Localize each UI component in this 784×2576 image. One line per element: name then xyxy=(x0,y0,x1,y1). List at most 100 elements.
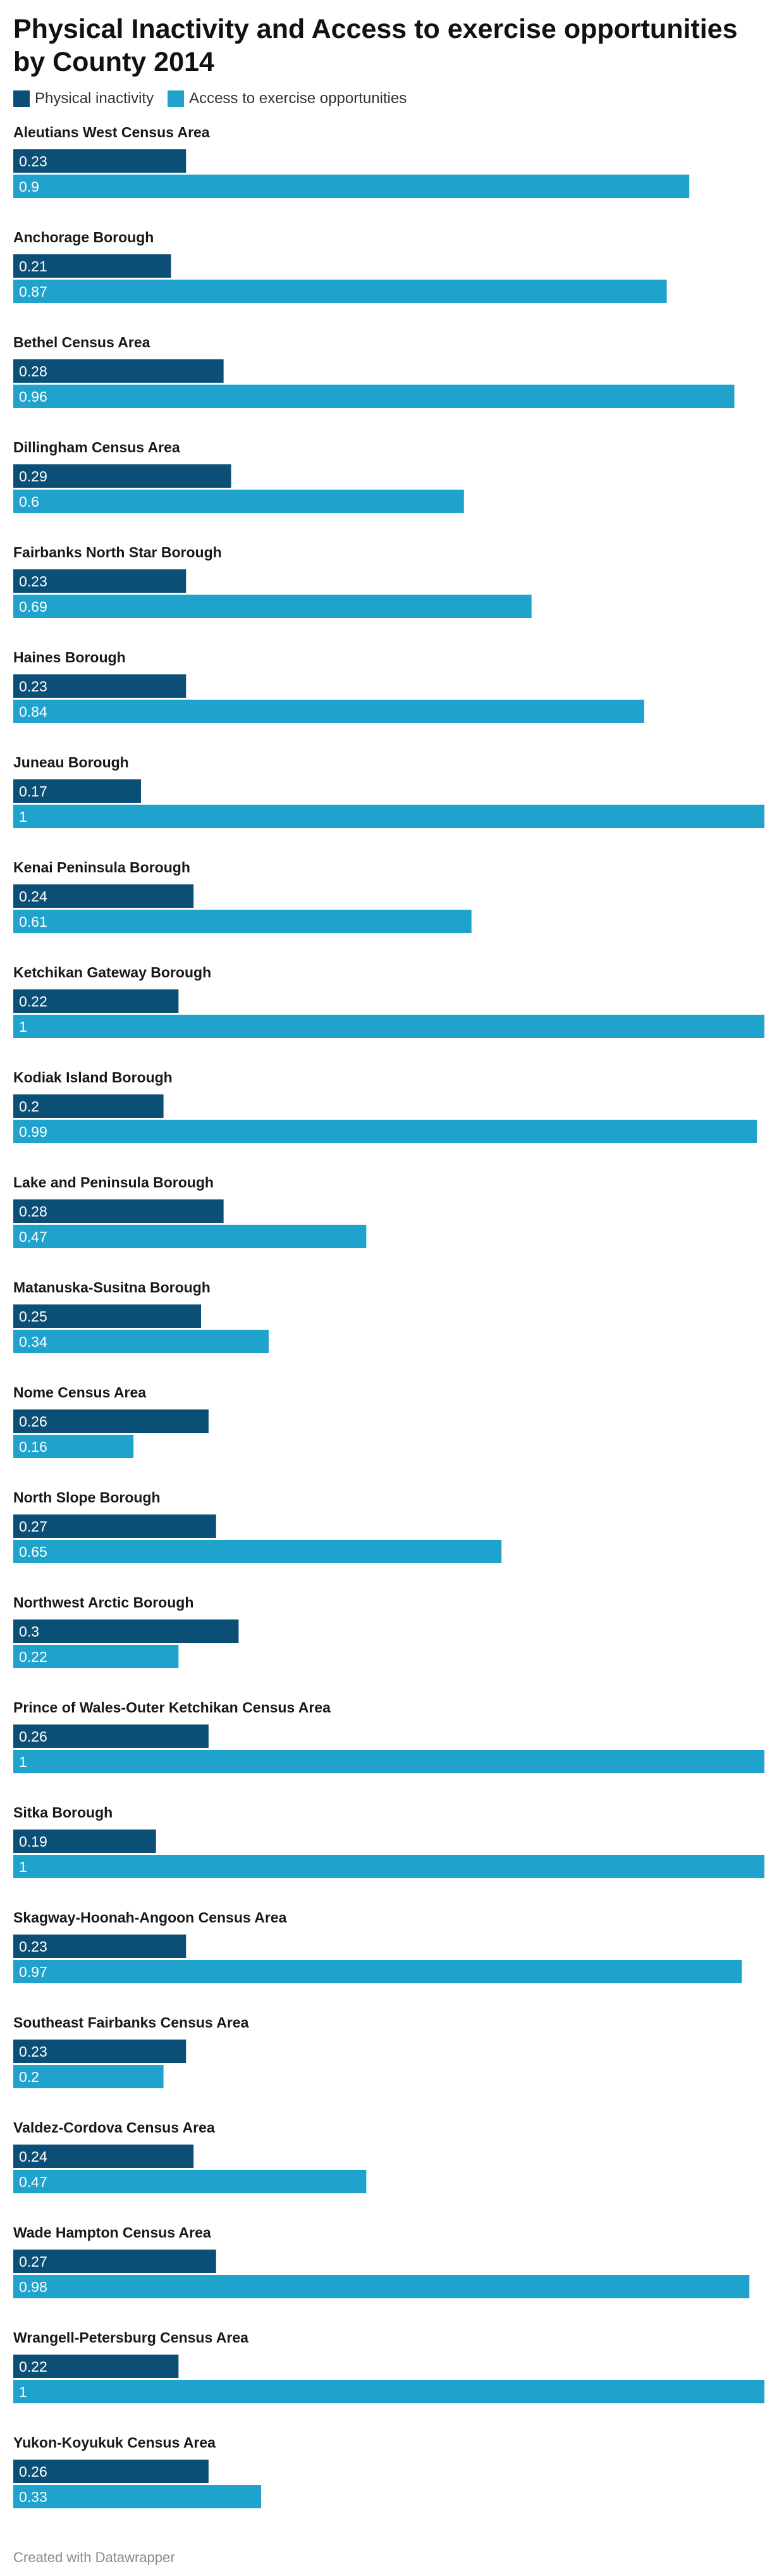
bar-access-to-exercise-opportunities xyxy=(13,385,735,408)
bar-physical-inactivity xyxy=(13,1830,156,1853)
bar-access-to-exercise-opportunities xyxy=(13,805,764,828)
category-label: Fairbanks North Star Borough xyxy=(13,544,222,560)
bar-physical-inactivity xyxy=(13,989,179,1013)
data-label-physical-inactivity: 0.25 xyxy=(19,1308,47,1325)
data-label-access-to-exercise-opportunities: 0.99 xyxy=(19,1124,47,1140)
data-label-access-to-exercise-opportunities: 0.98 xyxy=(19,2279,47,2295)
bar-group-valdez-cordova-census-area: Valdez-Cordova Census Area 0.24 0.47 xyxy=(13,2119,367,2193)
bar-access-to-exercise-opportunities xyxy=(13,700,644,723)
data-label-physical-inactivity: 0.26 xyxy=(19,2463,47,2480)
bar-physical-inactivity xyxy=(13,1409,209,1433)
data-label-physical-inactivity: 0.21 xyxy=(19,258,47,275)
bar-physical-inactivity xyxy=(13,1725,209,1748)
bar-group-northwest-arctic-borough: Northwest Arctic Borough 0.3 0.22 xyxy=(13,1594,239,1668)
data-label-access-to-exercise-opportunities: 0.84 xyxy=(19,703,47,720)
bar-access-to-exercise-opportunities xyxy=(13,1855,764,1878)
data-label-physical-inactivity: 0.22 xyxy=(19,993,47,1010)
data-label-physical-inactivity: 0.17 xyxy=(19,783,47,800)
data-label-physical-inactivity: 0.27 xyxy=(19,2253,47,2270)
category-label: Matanuska-Susitna Borough xyxy=(13,1279,211,1296)
bar-physical-inactivity xyxy=(13,149,187,173)
data-label-access-to-exercise-opportunities: 0.33 xyxy=(19,2489,47,2505)
data-label-access-to-exercise-opportunities: 0.47 xyxy=(19,1229,47,1245)
bar-group-anchorage-borough: Anchorage Borough 0.21 0.87 xyxy=(13,229,667,303)
bar-access-to-exercise-opportunities xyxy=(13,280,667,303)
data-label-physical-inactivity: 0.23 xyxy=(19,153,47,170)
data-label-physical-inactivity: 0.28 xyxy=(19,1203,47,1220)
data-label-physical-inactivity: 0.19 xyxy=(19,1833,47,1850)
bar-group-southeast-fairbanks-census-area: Southeast Fairbanks Census Area 0.23 0.2 xyxy=(13,2014,249,2088)
category-label: Sitka Borough xyxy=(13,1804,113,1821)
bar-access-to-exercise-opportunities xyxy=(13,1750,764,1773)
bar-access-to-exercise-opportunities xyxy=(13,1225,367,1248)
data-label-access-to-exercise-opportunities: 0.96 xyxy=(19,388,47,405)
bar-access-to-exercise-opportunities xyxy=(13,2275,750,2298)
data-label-access-to-exercise-opportunities: 1 xyxy=(19,1859,27,1875)
bar-group-matanuska-susitna-borough: Matanuska-Susitna Borough 0.25 0.34 xyxy=(13,1279,269,1353)
bar-access-to-exercise-opportunities xyxy=(13,2065,164,2088)
category-label: Southeast Fairbanks Census Area xyxy=(13,2014,249,2031)
bar-access-to-exercise-opportunities xyxy=(13,490,464,513)
bar-access-to-exercise-opportunities xyxy=(13,1960,742,1983)
data-label-access-to-exercise-opportunities: 0.47 xyxy=(19,2174,47,2190)
data-label-access-to-exercise-opportunities: 0.87 xyxy=(19,283,47,300)
bar-access-to-exercise-opportunities xyxy=(13,1120,757,1143)
data-label-access-to-exercise-opportunities: 1 xyxy=(19,1754,27,1770)
legend-swatch-access-to-exercise xyxy=(168,90,185,107)
bar-physical-inactivity xyxy=(13,464,231,488)
category-label: Lake and Peninsula Borough xyxy=(13,1174,214,1191)
bar-group-ketchikan-gateway-borough: Ketchikan Gateway Borough 0.22 1 xyxy=(13,964,764,1038)
category-label: Prince of Wales-Outer Ketchikan Census A… xyxy=(13,1699,331,1716)
data-label-physical-inactivity: 0.24 xyxy=(19,888,47,905)
bar-access-to-exercise-opportunities xyxy=(13,1540,502,1563)
bar-physical-inactivity xyxy=(13,2355,179,2378)
bar-group-sitka-borough: Sitka Borough 0.19 1 xyxy=(13,1804,764,1878)
category-label: Skagway-Hoonah-Angoon Census Area xyxy=(13,1909,287,1926)
bar-physical-inactivity xyxy=(13,1619,239,1643)
bar-physical-inactivity xyxy=(13,2145,194,2168)
category-label: Nome Census Area xyxy=(13,1384,146,1401)
data-label-access-to-exercise-opportunities: 0.34 xyxy=(19,1334,47,1350)
category-label: Bethel Census Area xyxy=(13,334,150,350)
data-label-access-to-exercise-opportunities: 0.2 xyxy=(19,2069,39,2085)
data-label-access-to-exercise-opportunities: 0.6 xyxy=(19,493,39,510)
bar-group-aleutians-west-census-area: Aleutians West Census Area 0.23 0.9 xyxy=(13,124,690,198)
data-label-access-to-exercise-opportunities: 0.97 xyxy=(19,1964,47,1980)
category-label: Northwest Arctic Borough xyxy=(13,1594,193,1611)
category-label: Kenai Peninsula Borough xyxy=(13,859,190,876)
bar-physical-inactivity xyxy=(13,2460,209,2483)
data-label-physical-inactivity: 0.3 xyxy=(19,1623,39,1640)
bar-group-wrangell-petersburg-census-area: Wrangell-Petersburg Census Area 0.22 1 xyxy=(13,2329,764,2403)
bar-physical-inactivity xyxy=(13,359,224,383)
data-label-access-to-exercise-opportunities: 0.61 xyxy=(19,913,47,930)
chart-title: Physical Inactivity and Access to exerci… xyxy=(13,14,738,77)
bar-physical-inactivity xyxy=(13,1094,164,1118)
data-label-physical-inactivity: 0.27 xyxy=(19,1518,47,1535)
data-label-access-to-exercise-opportunities: 0.9 xyxy=(19,178,39,195)
bar-group-skagway-hoonah-angoon-census-area: Skagway-Hoonah-Angoon Census Area 0.23 0.9… xyxy=(13,1909,742,1983)
data-label-physical-inactivity: 0.23 xyxy=(19,573,47,590)
bar-access-to-exercise-opportunities xyxy=(13,910,472,933)
data-label-access-to-exercise-opportunities: 0.16 xyxy=(19,1439,47,1455)
bar-physical-inactivity xyxy=(13,1514,216,1538)
legend-swatch-physical-inactivity xyxy=(13,90,30,107)
data-label-physical-inactivity: 0.26 xyxy=(19,1413,47,1430)
data-label-access-to-exercise-opportunities: 1 xyxy=(19,1019,27,1035)
data-label-physical-inactivity: 0.23 xyxy=(19,1938,47,1955)
bar-physical-inactivity xyxy=(13,1304,201,1328)
legend-item-physical-inactivity: Physical inactivity xyxy=(13,90,154,108)
bar-group-haines-borough: Haines Borough 0.23 0.84 xyxy=(13,649,644,723)
bar-access-to-exercise-opportunities xyxy=(13,2380,764,2403)
category-label: Wade Hampton Census Area xyxy=(13,2224,211,2241)
data-label-access-to-exercise-opportunities: 1 xyxy=(19,808,27,825)
legend-item-access-to-exercise: Access to exercise opportunities xyxy=(168,90,407,108)
data-label-physical-inactivity: 0.28 xyxy=(19,363,47,380)
bar-group-fairbanks-north-star-borough: Fairbanks North Star Borough 0.23 0.69 xyxy=(13,544,532,618)
bar-physical-inactivity xyxy=(13,779,141,803)
category-label: Valdez-Cordova Census Area xyxy=(13,2119,215,2136)
category-label: Yukon-Koyukuk Census Area xyxy=(13,2434,216,2451)
bar-access-to-exercise-opportunities xyxy=(13,1015,764,1038)
bar-group-prince-of-wales-outer-ketchikan-census-area: Prince of Wales-Outer Ketchikan Census A… xyxy=(13,1699,764,1773)
bar-group-lake-and-peninsula-borough: Lake and Peninsula Borough 0.28 0.47 xyxy=(13,1174,367,1248)
